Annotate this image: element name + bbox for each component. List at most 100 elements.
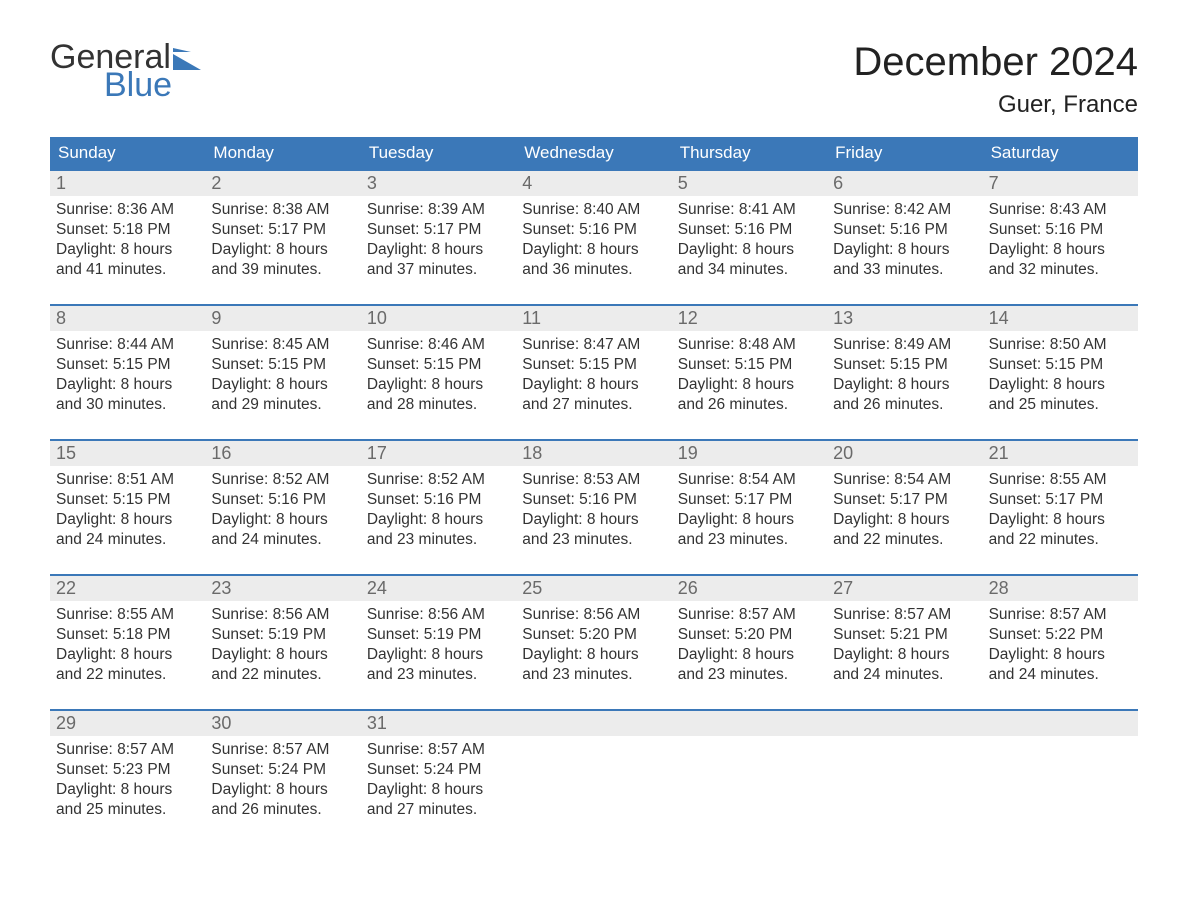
day-cell: Sunrise: 8:57 AMSunset: 5:20 PMDaylight:… <box>672 601 827 697</box>
day-number: 25 <box>516 576 671 601</box>
day-number: 28 <box>983 576 1138 601</box>
day-number: 8 <box>50 306 205 331</box>
day-cell: Sunrise: 8:55 AMSunset: 5:17 PMDaylight:… <box>983 466 1138 562</box>
daynum-row: 15161718192021 <box>50 441 1138 466</box>
weekday-header-cell: Friday <box>827 137 982 169</box>
daylight-line-1: Daylight: 8 hours <box>211 375 354 395</box>
sunrise-line: Sunrise: 8:54 AM <box>833 470 976 490</box>
sunrise-line: Sunrise: 8:36 AM <box>56 200 199 220</box>
daylight-line-2: and 41 minutes. <box>56 260 199 280</box>
day-number: 1 <box>50 171 205 196</box>
title-block: December 2024 Guer, France <box>853 40 1138 119</box>
day-cell: Sunrise: 8:47 AMSunset: 5:15 PMDaylight:… <box>516 331 671 427</box>
sunrise-line: Sunrise: 8:54 AM <box>678 470 821 490</box>
daylight-line-2: and 36 minutes. <box>522 260 665 280</box>
calendar-week: 15161718192021Sunrise: 8:51 AMSunset: 5:… <box>50 439 1138 562</box>
sunrise-line: Sunrise: 8:43 AM <box>989 200 1132 220</box>
calendar: SundayMondayTuesdayWednesdayThursdayFrid… <box>50 137 1138 832</box>
sunrise-line: Sunrise: 8:57 AM <box>678 605 821 625</box>
daylight-line-2: and 37 minutes. <box>367 260 510 280</box>
sunrise-line: Sunrise: 8:56 AM <box>522 605 665 625</box>
sunset-line: Sunset: 5:16 PM <box>211 490 354 510</box>
sunrise-line: Sunrise: 8:45 AM <box>211 335 354 355</box>
sunrise-line: Sunrise: 8:57 AM <box>989 605 1132 625</box>
sunrise-line: Sunrise: 8:57 AM <box>56 740 199 760</box>
daylight-line-1: Daylight: 8 hours <box>522 375 665 395</box>
daylight-line-1: Daylight: 8 hours <box>678 240 821 260</box>
sunrise-line: Sunrise: 8:53 AM <box>522 470 665 490</box>
day-number: 14 <box>983 306 1138 331</box>
sunset-line: Sunset: 5:17 PM <box>678 490 821 510</box>
day-number: 23 <box>205 576 360 601</box>
sunset-line: Sunset: 5:17 PM <box>211 220 354 240</box>
day-cell: Sunrise: 8:45 AMSunset: 5:15 PMDaylight:… <box>205 331 360 427</box>
daylight-line-1: Daylight: 8 hours <box>678 510 821 530</box>
daylight-line-1: Daylight: 8 hours <box>367 240 510 260</box>
day-cell: Sunrise: 8:53 AMSunset: 5:16 PMDaylight:… <box>516 466 671 562</box>
sunset-line: Sunset: 5:15 PM <box>367 355 510 375</box>
day-content-row: Sunrise: 8:51 AMSunset: 5:15 PMDaylight:… <box>50 466 1138 562</box>
sunset-line: Sunset: 5:15 PM <box>522 355 665 375</box>
day-cell: Sunrise: 8:39 AMSunset: 5:17 PMDaylight:… <box>361 196 516 292</box>
day-cell: Sunrise: 8:49 AMSunset: 5:15 PMDaylight:… <box>827 331 982 427</box>
daylight-line-2: and 22 minutes. <box>211 665 354 685</box>
day-cell: Sunrise: 8:56 AMSunset: 5:20 PMDaylight:… <box>516 601 671 697</box>
sunrise-line: Sunrise: 8:55 AM <box>56 605 199 625</box>
sunset-line: Sunset: 5:16 PM <box>522 490 665 510</box>
daylight-line-1: Daylight: 8 hours <box>56 375 199 395</box>
sunrise-line: Sunrise: 8:48 AM <box>678 335 821 355</box>
daylight-line-2: and 27 minutes. <box>367 800 510 820</box>
sunset-line: Sunset: 5:18 PM <box>56 220 199 240</box>
day-cell: Sunrise: 8:54 AMSunset: 5:17 PMDaylight:… <box>827 466 982 562</box>
weekday-header-row: SundayMondayTuesdayWednesdayThursdayFrid… <box>50 137 1138 169</box>
daylight-line-2: and 24 minutes. <box>989 665 1132 685</box>
daylight-line-1: Daylight: 8 hours <box>367 780 510 800</box>
day-number: 5 <box>672 171 827 196</box>
sunset-line: Sunset: 5:15 PM <box>833 355 976 375</box>
daylight-line-1: Daylight: 8 hours <box>367 375 510 395</box>
daylight-line-1: Daylight: 8 hours <box>989 510 1132 530</box>
daylight-line-2: and 28 minutes. <box>367 395 510 415</box>
page-header: General Blue December 2024 Guer, France <box>50 40 1138 119</box>
day-cell <box>516 736 671 832</box>
sunset-line: Sunset: 5:21 PM <box>833 625 976 645</box>
day-number <box>672 711 827 736</box>
sunrise-line: Sunrise: 8:57 AM <box>833 605 976 625</box>
sunrise-line: Sunrise: 8:47 AM <box>522 335 665 355</box>
day-number: 19 <box>672 441 827 466</box>
calendar-week: 293031Sunrise: 8:57 AMSunset: 5:23 PMDay… <box>50 709 1138 832</box>
daylight-line-1: Daylight: 8 hours <box>522 240 665 260</box>
daylight-line-1: Daylight: 8 hours <box>56 240 199 260</box>
sunrise-line: Sunrise: 8:38 AM <box>211 200 354 220</box>
sunset-line: Sunset: 5:16 PM <box>833 220 976 240</box>
sunset-line: Sunset: 5:24 PM <box>367 760 510 780</box>
daylight-line-1: Daylight: 8 hours <box>56 510 199 530</box>
sunset-line: Sunset: 5:16 PM <box>989 220 1132 240</box>
sunrise-line: Sunrise: 8:52 AM <box>211 470 354 490</box>
weekday-header-cell: Tuesday <box>361 137 516 169</box>
day-cell: Sunrise: 8:57 AMSunset: 5:23 PMDaylight:… <box>50 736 205 832</box>
sunset-line: Sunset: 5:15 PM <box>56 490 199 510</box>
day-number: 20 <box>827 441 982 466</box>
sunset-line: Sunset: 5:16 PM <box>678 220 821 240</box>
day-number <box>983 711 1138 736</box>
sunrise-line: Sunrise: 8:51 AM <box>56 470 199 490</box>
daylight-line-1: Daylight: 8 hours <box>56 780 199 800</box>
day-number: 10 <box>361 306 516 331</box>
daylight-line-2: and 30 minutes. <box>56 395 199 415</box>
sunrise-line: Sunrise: 8:56 AM <box>367 605 510 625</box>
daylight-line-2: and 23 minutes. <box>522 665 665 685</box>
day-content-row: Sunrise: 8:55 AMSunset: 5:18 PMDaylight:… <box>50 601 1138 697</box>
day-cell <box>827 736 982 832</box>
sunset-line: Sunset: 5:17 PM <box>989 490 1132 510</box>
day-cell: Sunrise: 8:57 AMSunset: 5:22 PMDaylight:… <box>983 601 1138 697</box>
day-number: 4 <box>516 171 671 196</box>
day-cell: Sunrise: 8:51 AMSunset: 5:15 PMDaylight:… <box>50 466 205 562</box>
day-number: 30 <box>205 711 360 736</box>
day-cell: Sunrise: 8:44 AMSunset: 5:15 PMDaylight:… <box>50 331 205 427</box>
calendar-week: 22232425262728Sunrise: 8:55 AMSunset: 5:… <box>50 574 1138 697</box>
sunrise-line: Sunrise: 8:57 AM <box>367 740 510 760</box>
daylight-line-2: and 24 minutes. <box>56 530 199 550</box>
logo: General Blue <box>50 40 203 102</box>
day-number: 3 <box>361 171 516 196</box>
